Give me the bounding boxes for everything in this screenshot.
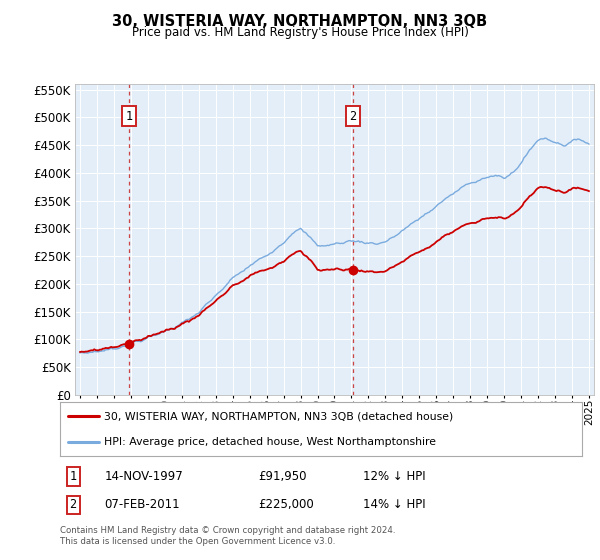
Text: 2: 2 bbox=[70, 498, 77, 511]
Text: HPI: Average price, detached house, West Northamptonshire: HPI: Average price, detached house, West… bbox=[104, 437, 436, 446]
Text: 14-NOV-1997: 14-NOV-1997 bbox=[104, 470, 183, 483]
Text: 1: 1 bbox=[70, 470, 77, 483]
Text: 14% ↓ HPI: 14% ↓ HPI bbox=[363, 498, 425, 511]
Text: Price paid vs. HM Land Registry's House Price Index (HPI): Price paid vs. HM Land Registry's House … bbox=[131, 26, 469, 39]
Text: Contains HM Land Registry data © Crown copyright and database right 2024.
This d: Contains HM Land Registry data © Crown c… bbox=[60, 526, 395, 546]
Text: 1: 1 bbox=[125, 110, 133, 123]
Text: 07-FEB-2011: 07-FEB-2011 bbox=[104, 498, 180, 511]
Text: 2: 2 bbox=[350, 110, 357, 123]
Text: 30, WISTERIA WAY, NORTHAMPTON, NN3 3QB (detached house): 30, WISTERIA WAY, NORTHAMPTON, NN3 3QB (… bbox=[104, 412, 454, 421]
Text: 30, WISTERIA WAY, NORTHAMPTON, NN3 3QB: 30, WISTERIA WAY, NORTHAMPTON, NN3 3QB bbox=[112, 14, 488, 29]
Text: 12% ↓ HPI: 12% ↓ HPI bbox=[363, 470, 425, 483]
Text: £91,950: £91,950 bbox=[259, 470, 307, 483]
Text: £225,000: £225,000 bbox=[259, 498, 314, 511]
